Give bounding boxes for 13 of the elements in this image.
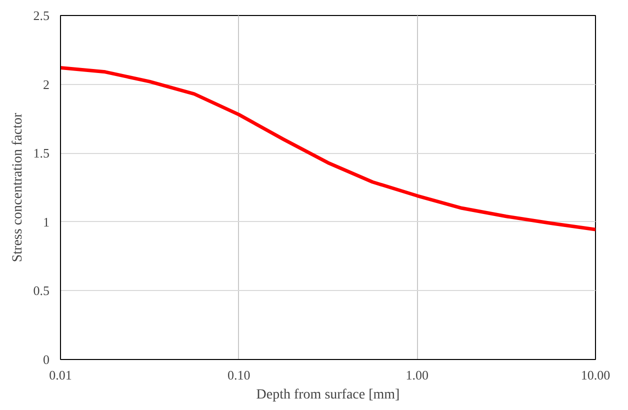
- x-tick-label: 0.10: [227, 368, 250, 382]
- y-tick-label: 0.5: [33, 283, 50, 298]
- y-tick-label: 1.5: [33, 146, 50, 161]
- x-tick-label: 10.00: [580, 368, 610, 382]
- y-tick-label: 1: [43, 214, 50, 230]
- y-tick-label: 2.5: [33, 8, 50, 23]
- x-axis-title: Depth from surface [mm]: [256, 388, 400, 402]
- x-tick-label: 1.00: [406, 368, 429, 382]
- y-axis-title: Stress concentration factor: [10, 112, 26, 262]
- x-tick-label: 0.01: [49, 368, 72, 382]
- y-tick-label: 0: [43, 352, 50, 367]
- line-series: [60, 66, 596, 232]
- y-tick-label: 2: [43, 76, 50, 92]
